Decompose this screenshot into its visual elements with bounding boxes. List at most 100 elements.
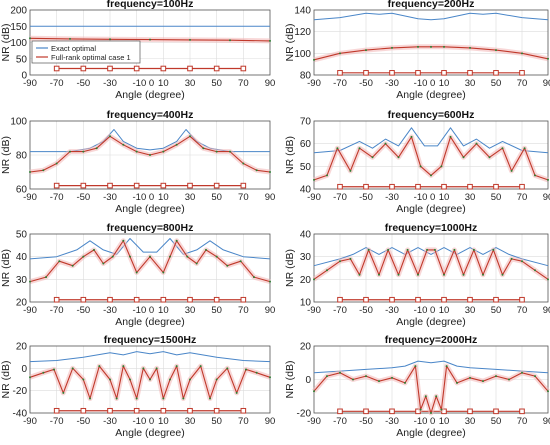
chart-title: frequency=2000Hz — [385, 334, 478, 346]
series-point — [189, 379, 191, 381]
x-tick-label: -90 — [23, 192, 37, 203]
series-point — [29, 281, 31, 283]
marker-square — [338, 409, 343, 414]
x-tick-label: -10 0 — [133, 192, 155, 203]
series-point — [426, 249, 428, 251]
series-point — [391, 377, 393, 379]
series-point — [450, 136, 452, 138]
series-point — [200, 365, 202, 367]
marker-square — [494, 297, 499, 302]
x-tick-label: 70 — [517, 305, 528, 316]
series-point — [440, 165, 442, 167]
series-point — [511, 258, 513, 260]
series-point — [313, 390, 315, 392]
marker-square — [364, 184, 369, 189]
grid — [30, 234, 270, 302]
series-point — [136, 151, 138, 153]
marker-square — [520, 297, 525, 302]
x-tick-label: -10 0 — [133, 416, 155, 427]
series-point — [29, 376, 31, 378]
y-tick-label: 100 — [10, 117, 27, 128]
x-tick-label: -70 — [50, 416, 64, 427]
marker-square — [241, 183, 246, 188]
marker-square — [520, 184, 525, 189]
x-tick-label: -70 — [333, 192, 347, 203]
x-tick-label: -90 — [307, 416, 321, 427]
series-point — [209, 397, 211, 399]
y-tick-label: 40 — [16, 252, 28, 263]
panel-3: frequency=400Hz6080100-90 -70 -50 -30 -10 01… — [0, 109, 275, 215]
y-tick-label: 20 — [300, 342, 312, 353]
x-tick-label: -30 — [103, 78, 117, 89]
series-point — [508, 379, 510, 381]
series-point — [240, 260, 242, 262]
marker-square — [161, 408, 166, 413]
x-tick-label: 70 — [238, 305, 249, 316]
series-point — [205, 249, 207, 251]
series-point — [359, 147, 361, 149]
x-tick-label: -70 — [333, 78, 347, 89]
marker-square — [161, 66, 166, 71]
series-point — [122, 144, 124, 146]
y-tick-label: 120 — [294, 27, 311, 38]
series-point — [29, 37, 31, 39]
chart-title: frequency=200Hz — [388, 0, 475, 10]
marker-square — [364, 409, 369, 414]
series-band — [314, 366, 548, 413]
x-tick-label: 50 — [491, 416, 502, 427]
marker-square — [161, 297, 166, 302]
series-point — [326, 269, 328, 271]
x-tick-label: 70 — [238, 416, 249, 427]
series-point — [236, 392, 238, 394]
x-tick-label: -90 — [307, 305, 321, 316]
series-point — [169, 256, 171, 258]
series-point — [58, 260, 60, 262]
x-tick-label: -70 — [333, 305, 347, 316]
series-point — [411, 136, 413, 138]
marker-square — [108, 66, 113, 71]
x-axis-label: Angle (degree) — [115, 316, 184, 328]
panel-5: frequency=800Hz20304050-90 -70 -50 -30 -10 0… — [0, 222, 275, 328]
y-axis-label: NR (dB) — [284, 249, 296, 287]
series-point — [169, 379, 171, 381]
series-point — [269, 376, 271, 378]
series-point — [391, 47, 393, 49]
series-point — [98, 365, 100, 367]
y-axis-label: NR (dB) — [0, 361, 12, 399]
series-line-exact — [314, 361, 548, 373]
x-axis-label: Angle (degree) — [396, 203, 465, 215]
series-point — [339, 372, 341, 374]
x-tick-label: -30 — [103, 305, 117, 316]
series-point — [216, 379, 218, 381]
x-tick-label: 50 — [491, 305, 502, 316]
series-point — [456, 382, 458, 384]
series-point — [521, 372, 523, 374]
series-point — [89, 397, 91, 399]
series-point — [443, 274, 445, 276]
series-point — [216, 256, 218, 258]
x-tick-label: 90 — [543, 416, 550, 427]
x-tick-label: -30 — [385, 305, 399, 316]
x-tick-label: 30 — [465, 416, 476, 427]
marker-square — [390, 297, 395, 302]
series-point — [226, 367, 228, 369]
series-point — [482, 380, 484, 382]
marker-square — [390, 71, 395, 76]
x-tick-label: -10 0 — [133, 305, 155, 316]
series-point — [313, 179, 315, 181]
marker-square — [214, 297, 219, 302]
legend-label-exact: Exact optimal — [51, 44, 96, 53]
x-tick-label: -90 — [23, 305, 37, 316]
marker-square — [494, 184, 499, 189]
marker-square — [161, 183, 166, 188]
series-point — [109, 135, 111, 137]
series-point — [216, 151, 218, 153]
series-point — [96, 147, 98, 149]
marker-square — [416, 184, 421, 189]
x-tick-label: -10 0 — [414, 78, 436, 89]
series-point — [53, 368, 55, 370]
y-tick-label: 0 — [21, 364, 27, 375]
marker-square — [338, 71, 343, 76]
x-axis-label: Angle (degree) — [396, 316, 465, 328]
x-axis-label: Angle (degree) — [396, 427, 465, 439]
